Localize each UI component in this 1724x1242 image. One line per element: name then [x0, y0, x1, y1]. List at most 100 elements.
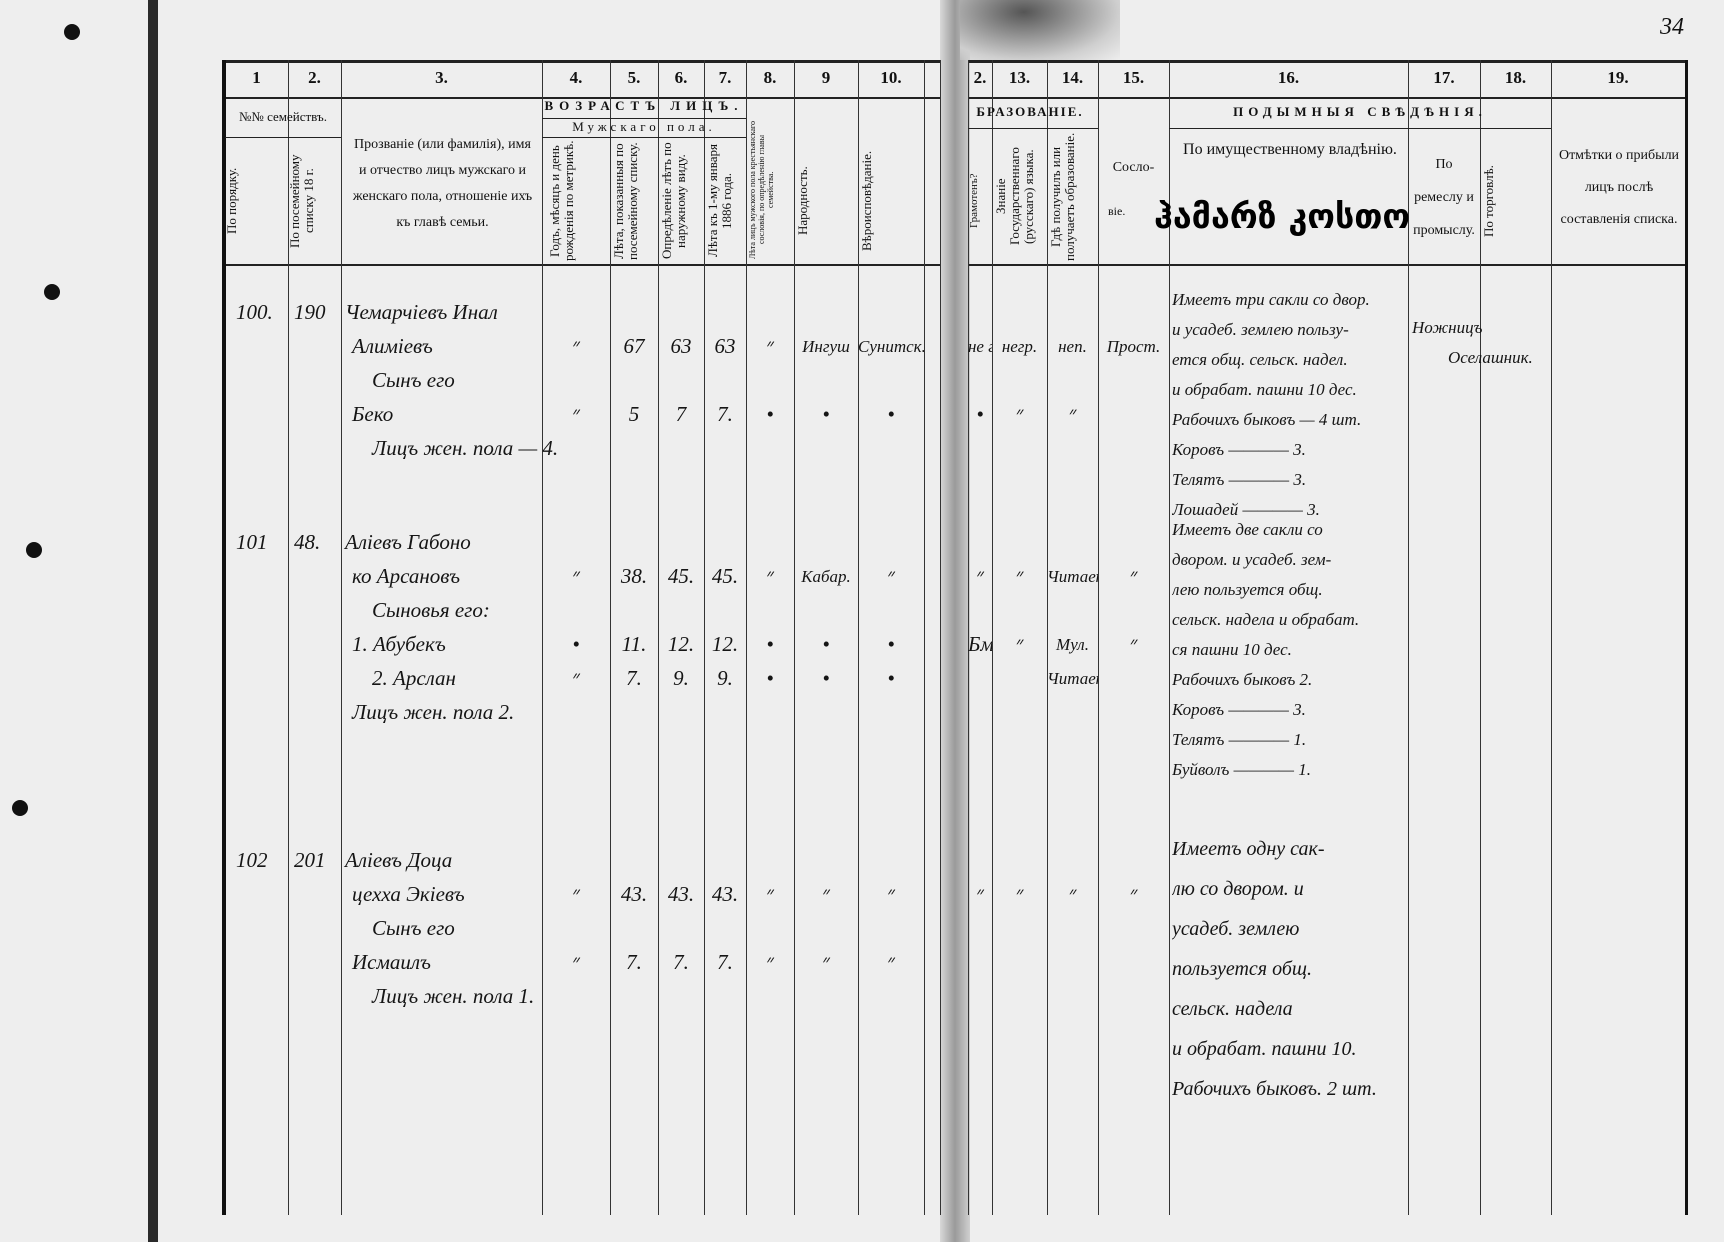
family-member-name: Алiевъ Габоно [345, 530, 471, 554]
property-line: и обрабат. пашни 10 дес. [1172, 380, 1357, 399]
property-line: Телятъ ———— 1. [1172, 730, 1307, 749]
table-rule [968, 128, 1098, 129]
member-cell-c10: ״ [887, 564, 895, 588]
group-header-education: БРАЗОВАНIЕ. [976, 104, 1084, 119]
family-order-number: 100. [236, 300, 273, 324]
family-member-name: Беко [352, 402, 394, 426]
member-cell-c15: ״ [1129, 564, 1138, 588]
family-member-name: Сыновья его: [372, 598, 490, 622]
member-cell-c7: 63 [714, 334, 736, 358]
member-cell-c12: ״ [976, 564, 984, 588]
member-cell-c7: 7. [717, 950, 733, 974]
column-number: 6. [674, 68, 688, 87]
property-line: Рабочихъ быковъ — 4 шт. [1172, 410, 1362, 429]
family-member-name: Исмаилъ [352, 950, 431, 974]
property-line: лею пользуется общ. [1172, 580, 1323, 599]
punch-hole [12, 800, 28, 816]
member-cell-c10: ״ [887, 882, 895, 906]
member-cell-c13: ״ [1015, 882, 1024, 906]
property-line: Буйволъ ———— 1. [1172, 760, 1312, 779]
family-member-name: 1. Абубекъ [352, 632, 446, 656]
property-line: ется общ. сельск. надел. [1172, 350, 1348, 369]
column-number: 3. [435, 68, 448, 87]
column-rule [794, 60, 795, 1215]
member-cell-c9: • [822, 666, 830, 690]
member-cell-c9: • [822, 402, 830, 426]
member-cell-c12: Бм. [968, 632, 992, 656]
column-number: 5. [627, 68, 641, 87]
table-border [1685, 60, 1688, 1215]
property-line: Рабочихъ быковъ 2. [1172, 670, 1313, 689]
member-cell-c4: ״ [572, 402, 580, 426]
member-cell-c10: Сунитск. [858, 337, 924, 356]
punch-hole [64, 24, 80, 40]
property-line: Коровъ ———— 3. [1172, 440, 1306, 459]
column-number: 13. [1008, 68, 1031, 87]
member-cell-c13: ״ [1015, 402, 1024, 426]
property-line: усадеб. землею [1172, 918, 1300, 940]
punch-hole [26, 542, 42, 558]
property-line: Лошадей ———— 3. [1172, 500, 1320, 519]
member-cell-c10: • [887, 632, 895, 656]
column-rule [1098, 60, 1099, 1215]
column-number: 9 [821, 68, 831, 87]
property-line: Имеетъ три сакли со двор. [1172, 290, 1370, 309]
property-line: двором. и усадеб. зем- [1172, 550, 1332, 569]
column-rule [341, 60, 342, 1215]
header-family-list: По посемейному списку 18 г. [288, 154, 316, 248]
family-member-name: Лицъ жен. пола 1. [372, 984, 535, 1008]
member-cell-c8: ״ [766, 882, 774, 906]
family-list-number: 48. [294, 530, 321, 554]
member-cell-c8: • [766, 632, 774, 656]
trade-value: Оселашник. [1448, 348, 1533, 367]
column-rule [658, 60, 659, 1215]
punch-hole [44, 284, 60, 300]
property-line: Рабочихъ быковъ. 2 шт. [1172, 1078, 1377, 1100]
member-cell-c5: 67 [623, 334, 645, 358]
member-cell-c14: ״ [1068, 402, 1077, 426]
member-cell-c14: неп. [1058, 337, 1087, 356]
member-cell-c4: ״ [572, 564, 580, 588]
member-cell-c9: • [822, 632, 830, 656]
member-cell-c14: Читаетъ [1047, 567, 1098, 586]
header-estate-b: вiе. [1108, 204, 1126, 218]
column-number: 18. [1504, 68, 1527, 87]
member-cell-c6: 7. [673, 950, 689, 974]
member-cell-c7: 12. [711, 632, 739, 656]
member-cell-c15: ״ [1129, 882, 1138, 906]
family-order-number: 101 [236, 530, 268, 554]
header-property: По имущественному владѣнiю. [1183, 141, 1397, 158]
member-cell-c7: 7. [717, 402, 733, 426]
family-member-name: Сынъ его [372, 916, 455, 940]
header-age-1886: Лѣта къ 1-му января 1886 года. [706, 144, 734, 258]
page-edge-shadow [148, 0, 158, 1242]
member-cell-c13: негр. [1001, 337, 1038, 356]
member-cell-c10: ״ [887, 950, 895, 974]
member-cell-c8: ״ [766, 950, 774, 974]
family-member-name: 2. Арслан [372, 666, 456, 690]
table-rule [225, 60, 940, 63]
family-order-number: 102 [236, 848, 268, 872]
member-cell-c4: ״ [572, 882, 580, 906]
property-line: Имеетъ одну сак- [1172, 838, 1325, 860]
family-member-name: ко Арсановъ [352, 564, 461, 588]
column-number: 4. [569, 68, 583, 87]
property-line: лю со двором. и [1172, 878, 1304, 900]
group-header-families: №№ семействъ. [239, 109, 327, 124]
family-list-number: 201 [294, 848, 326, 872]
table-rule [225, 137, 341, 138]
member-cell-c6: 7 [675, 402, 687, 426]
table-rule [968, 97, 1685, 99]
family-member-name: Чемарчiевъ Инал [345, 300, 498, 324]
column-rule [542, 60, 543, 1215]
table-rule [542, 118, 746, 119]
member-cell-c6: 43. [667, 882, 695, 906]
member-cell-c5: 38. [620, 564, 648, 588]
header-birthdate: Годъ, мѣсяцъ и день рожденiя по метрикѣ. [548, 140, 576, 262]
column-number: 2. [308, 68, 321, 87]
header-literate: Грамотенъ? [968, 173, 980, 229]
property-line: и усадеб. землею пользу- [1172, 320, 1349, 339]
header-age-look: Опредѣленiе лѣтъ по наружному виду. [660, 142, 688, 260]
family-member-name: цехха Экiевъ [352, 882, 465, 906]
member-cell-c14: Читает. [1047, 669, 1098, 688]
